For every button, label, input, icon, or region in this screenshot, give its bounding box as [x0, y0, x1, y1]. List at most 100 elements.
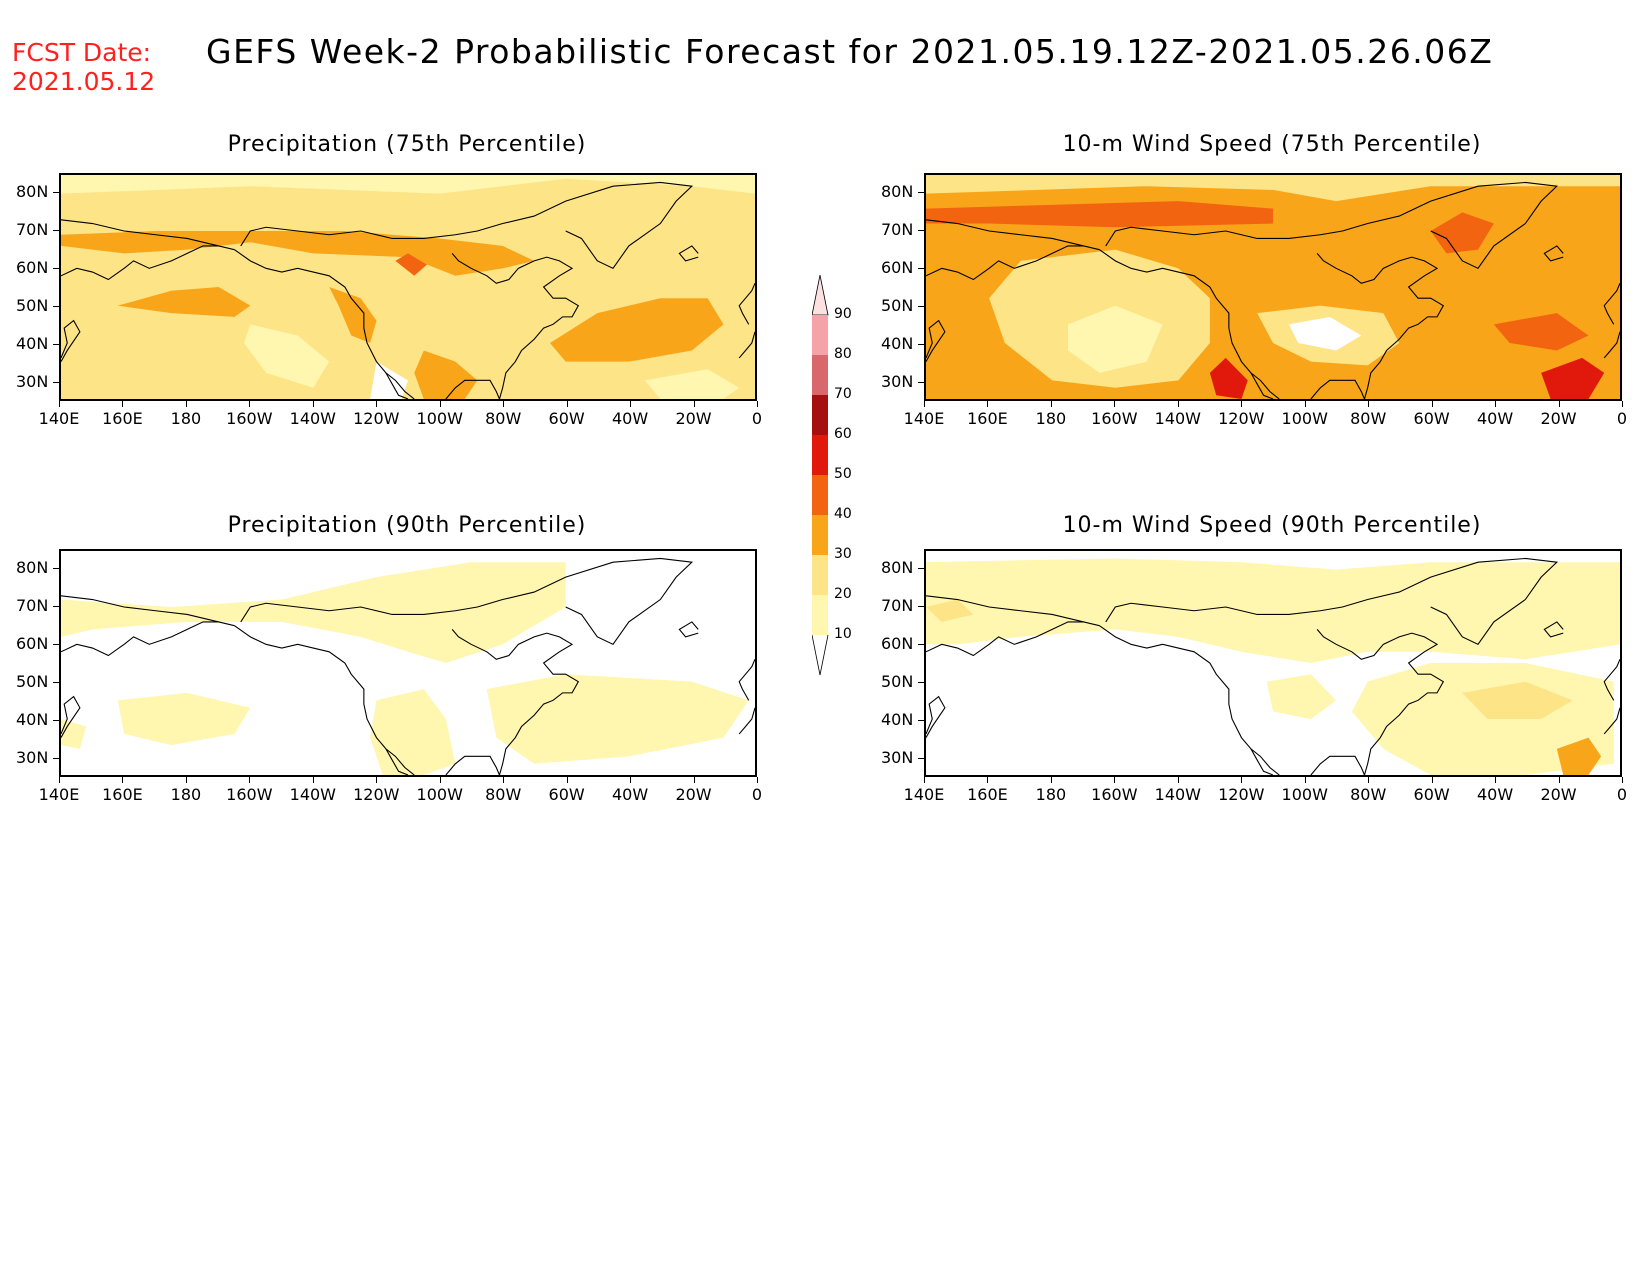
lon-tick-label: 140W: [289, 785, 336, 804]
coastline-2: [61, 319, 81, 362]
lat-tick-mark: [53, 606, 59, 607]
lon-tick-label: 140E: [38, 785, 80, 804]
lon-tick-mark: [630, 777, 632, 783]
lat-tick-mark: [53, 568, 59, 569]
lon-tick-label: 60W: [1413, 785, 1450, 804]
lat-tick-label: 50N: [881, 296, 914, 315]
coastline-4: [1099, 625, 1280, 775]
lon-tick-mark: [122, 401, 124, 407]
lon-tick-mark: [249, 777, 251, 783]
colorbar-segment: [812, 355, 828, 395]
coastline-6: [445, 379, 500, 399]
lat-tick-mark: [53, 192, 59, 193]
coastline-9: [738, 283, 755, 325]
lat-tick-label: 40N: [16, 710, 49, 729]
shade-baja: [1209, 357, 1248, 399]
lon-tick-mark: [185, 777, 187, 783]
lon-tick-label: 160W: [226, 785, 273, 804]
lon-tick-mark: [1114, 777, 1116, 783]
lon-tick-label: 40W: [611, 785, 649, 804]
lon-tick-mark: [249, 401, 251, 407]
lat-tick-label: 40N: [16, 334, 49, 353]
coastline-9: [1603, 283, 1620, 325]
colorbar-top-arrow: [811, 274, 829, 316]
lon-tick-label: 100W: [416, 409, 463, 428]
coastline-0: [926, 595, 1100, 627]
shade-gulf: [414, 350, 478, 399]
shading-background: [61, 175, 755, 399]
shade-kamchatka: [926, 599, 974, 622]
coastline-9: [738, 659, 755, 701]
lon-tick-label: 180: [170, 785, 202, 804]
lat-tick-mark: [918, 644, 924, 645]
lon-tick-label: 20W: [1540, 409, 1577, 428]
colorbar-segment: [812, 395, 828, 435]
lon-tick-mark: [1558, 777, 1560, 783]
lon-tick-label: 40W: [611, 409, 649, 428]
coastline-7: [1316, 253, 1445, 399]
coastline-5: [385, 372, 409, 399]
lon-tick-label: 180: [1035, 409, 1067, 428]
coastline-6: [1310, 379, 1365, 399]
coastline-9: [1603, 659, 1620, 701]
coastline-10: [738, 707, 755, 735]
shade-canary: [1541, 357, 1605, 399]
coastline-5: [1250, 372, 1274, 399]
lon-tick-label: 60W: [1413, 409, 1450, 428]
lon-tick-label: 40W: [1476, 785, 1514, 804]
lat-tick-mark: [918, 606, 924, 607]
lat-tick-label: 60N: [881, 258, 914, 277]
shade-north-strong: [926, 201, 1273, 228]
lon-tick-label: 160W: [226, 409, 273, 428]
coastline-7: [451, 253, 580, 399]
lon-tick-mark: [1495, 401, 1497, 407]
lat-tick-label: 60N: [16, 634, 49, 653]
colorbar-segment: [812, 595, 828, 635]
lon-tick-label: 120W: [1218, 409, 1265, 428]
shade-conus: [1266, 674, 1337, 719]
coastline-10: [1603, 707, 1620, 735]
lat-tick-mark: [918, 192, 924, 193]
lat-tick-label: 80N: [881, 558, 914, 577]
shade-atl-mid: [1462, 681, 1573, 719]
lon-tick-label: 80W: [485, 409, 522, 428]
lon-tick-mark: [1495, 777, 1497, 783]
lon-tick-mark: [1114, 401, 1116, 407]
shade-npac: [117, 692, 251, 746]
lat-tick-label: 80N: [16, 558, 49, 577]
lon-tick-label: 0: [751, 785, 763, 804]
lon-tick-mark: [59, 401, 60, 407]
colorbar-level-label: 30: [834, 546, 852, 562]
lat-tick-mark: [918, 344, 924, 345]
lon-tick-label: 120W: [353, 409, 400, 428]
lat-tick-label: 50N: [881, 672, 914, 691]
lat-tick-mark: [918, 758, 924, 759]
shade-atlantic: [486, 674, 749, 764]
lon-tick-label: 20W: [675, 785, 712, 804]
coastline-10: [738, 331, 755, 359]
lat-tick-label: 40N: [881, 334, 914, 353]
lon-tick-mark: [503, 401, 505, 407]
lon-tick-mark: [987, 777, 989, 783]
lon-tick-label: 140W: [1154, 785, 1201, 804]
coastline-8: [1543, 245, 1564, 262]
lon-tick-mark: [122, 777, 124, 783]
lat-tick-label: 30N: [881, 748, 914, 767]
lon-tick-label: 160E: [967, 785, 1008, 804]
coastline-5: [1250, 748, 1274, 775]
lat-tick-label: 80N: [16, 182, 49, 201]
coastline-1: [926, 245, 1084, 281]
lon-tick-label: 120W: [1218, 785, 1265, 804]
colorbar-level-label: 10: [834, 626, 852, 642]
coastline-5: [385, 748, 409, 775]
shade-arctic: [61, 175, 755, 194]
lon-tick-label: 20W: [1540, 785, 1577, 804]
lon-tick-mark: [630, 401, 632, 407]
lon-tick-label: 160W: [1091, 785, 1138, 804]
shade-north: [926, 558, 1620, 663]
shade-north: [61, 562, 566, 663]
shade-mexico-white: [370, 361, 408, 399]
lat-tick-mark: [918, 382, 924, 383]
lat-tick-mark: [53, 344, 59, 345]
coastline-8: [678, 245, 699, 262]
